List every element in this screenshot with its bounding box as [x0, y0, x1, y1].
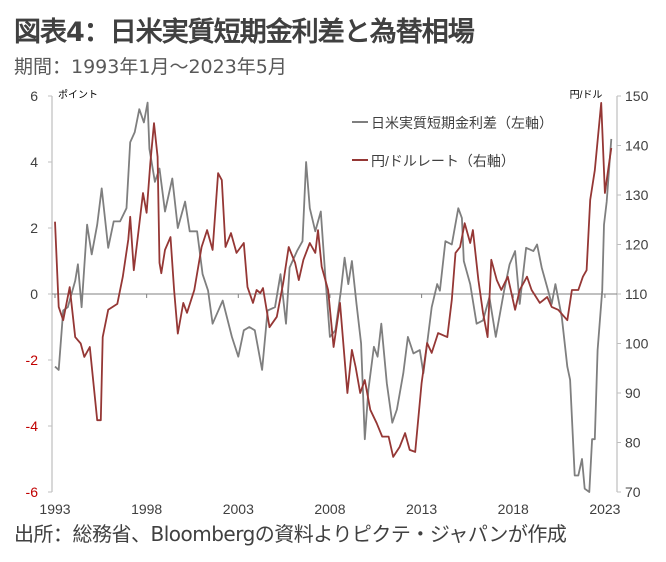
chart-title: 図表4：日米実質短期金利差と為替相場 [14, 17, 475, 48]
x-tick-label: 2018 [498, 501, 529, 517]
right-tick-label: 120 [625, 237, 649, 253]
x-tick-label: 1998 [131, 501, 162, 517]
left-tick-label: -4 [26, 418, 39, 434]
x-tick-label: 2023 [589, 501, 620, 517]
right-tick-label: 140 [625, 138, 649, 154]
right-tick-label: 70 [625, 484, 641, 500]
series-line-usdjpy [54, 102, 613, 458]
x-tick-label: 2013 [406, 501, 437, 517]
legend-label-usdjpy: 円/ドルレート（右軸） [371, 153, 515, 169]
right-tick-label: 150 [625, 88, 649, 104]
left-tick-label: -6 [26, 484, 39, 500]
right-tick-label: 130 [625, 187, 649, 203]
chart-subtitle: 期間：1993年1月～2023年5月 [14, 56, 287, 78]
x-tick-label: 1993 [39, 501, 70, 517]
left-axis-unit: ポイント [58, 89, 98, 101]
left-tick-label: 6 [30, 88, 38, 104]
x-tick-label: 2003 [223, 501, 254, 517]
right-tick-label: 80 [625, 435, 641, 451]
right-tick-label: 90 [625, 385, 641, 401]
series-line-rate-diff [54, 101, 613, 493]
x-tick-label: 2008 [314, 501, 345, 517]
left-tick-label: 0 [30, 286, 38, 302]
left-tick-label: 2 [30, 220, 38, 236]
left-tick-label: 4 [30, 154, 38, 170]
source-note: 出所：総務省、Bloombergの資料よりピクテ・ジャパンが作成 [14, 522, 567, 546]
left-tick-label: -2 [26, 352, 39, 368]
legend: 日米実質短期金利差（左軸） 円/ドルレート（右軸） [352, 115, 553, 169]
right-axis-unit: 円/ドル [570, 90, 603, 101]
right-tick-label: 110 [625, 286, 648, 302]
legend-label-rate-diff: 日米実質短期金利差（左軸） [371, 115, 553, 131]
right-tick-label: 100 [625, 336, 649, 352]
